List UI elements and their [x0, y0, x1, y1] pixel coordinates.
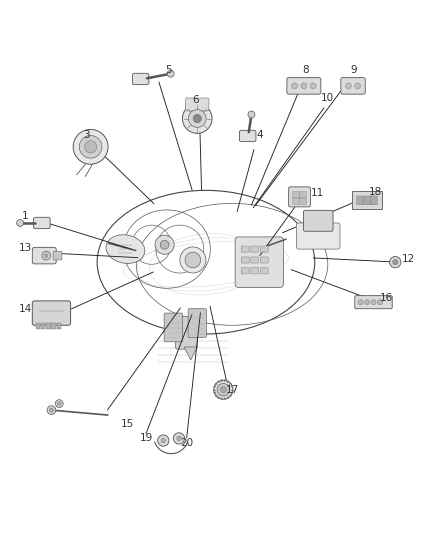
- Circle shape: [55, 400, 63, 408]
- Text: 6: 6: [192, 95, 198, 106]
- FancyBboxPatch shape: [164, 313, 183, 342]
- Circle shape: [161, 439, 166, 443]
- Circle shape: [73, 130, 108, 164]
- Circle shape: [185, 252, 201, 268]
- Circle shape: [167, 70, 174, 77]
- Text: 8: 8: [303, 65, 309, 75]
- Circle shape: [248, 111, 255, 118]
- FancyBboxPatch shape: [188, 309, 206, 337]
- Circle shape: [57, 402, 61, 406]
- Text: 13: 13: [19, 244, 32, 254]
- FancyBboxPatch shape: [260, 246, 268, 252]
- Circle shape: [355, 83, 360, 89]
- FancyBboxPatch shape: [41, 322, 46, 329]
- FancyBboxPatch shape: [32, 301, 71, 325]
- Circle shape: [183, 104, 212, 133]
- Text: 9: 9: [350, 65, 357, 75]
- Circle shape: [188, 110, 206, 127]
- Text: 14: 14: [19, 304, 32, 314]
- Text: 16: 16: [380, 294, 393, 303]
- FancyBboxPatch shape: [186, 98, 209, 111]
- FancyBboxPatch shape: [352, 191, 382, 209]
- Circle shape: [173, 433, 185, 444]
- Circle shape: [358, 300, 363, 305]
- Text: 5: 5: [166, 65, 172, 75]
- FancyBboxPatch shape: [293, 198, 300, 204]
- FancyBboxPatch shape: [241, 257, 249, 263]
- Text: 20: 20: [180, 438, 194, 448]
- Circle shape: [220, 387, 226, 392]
- Text: 10: 10: [320, 93, 333, 103]
- FancyBboxPatch shape: [355, 296, 392, 309]
- FancyBboxPatch shape: [46, 322, 50, 329]
- Circle shape: [371, 300, 376, 305]
- FancyBboxPatch shape: [251, 257, 258, 263]
- Circle shape: [47, 406, 56, 415]
- Circle shape: [42, 251, 50, 260]
- FancyBboxPatch shape: [297, 223, 340, 249]
- Circle shape: [17, 220, 24, 227]
- Circle shape: [45, 254, 48, 257]
- Circle shape: [158, 435, 169, 446]
- FancyBboxPatch shape: [364, 196, 371, 205]
- Circle shape: [193, 115, 201, 123]
- FancyBboxPatch shape: [370, 196, 377, 205]
- Circle shape: [378, 300, 383, 305]
- FancyBboxPatch shape: [32, 247, 56, 264]
- FancyBboxPatch shape: [293, 192, 300, 198]
- Circle shape: [217, 383, 230, 396]
- Circle shape: [393, 260, 398, 265]
- FancyBboxPatch shape: [304, 211, 333, 231]
- FancyBboxPatch shape: [289, 187, 311, 207]
- Circle shape: [364, 300, 370, 305]
- Text: 18: 18: [369, 187, 382, 197]
- Circle shape: [346, 83, 351, 89]
- Text: 4: 4: [256, 130, 263, 140]
- FancyBboxPatch shape: [251, 246, 258, 252]
- Circle shape: [49, 408, 53, 412]
- FancyBboxPatch shape: [241, 246, 249, 252]
- Circle shape: [292, 83, 297, 89]
- Text: 19: 19: [140, 433, 153, 443]
- FancyArrowPatch shape: [109, 243, 136, 251]
- Circle shape: [390, 256, 401, 268]
- FancyBboxPatch shape: [260, 268, 268, 274]
- FancyBboxPatch shape: [36, 322, 40, 329]
- FancyBboxPatch shape: [240, 130, 256, 142]
- Polygon shape: [184, 347, 197, 360]
- Ellipse shape: [106, 235, 145, 263]
- FancyBboxPatch shape: [51, 322, 56, 329]
- Text: 17: 17: [226, 385, 239, 395]
- FancyBboxPatch shape: [357, 196, 364, 205]
- Text: 1: 1: [22, 211, 28, 221]
- FancyBboxPatch shape: [287, 78, 321, 94]
- Circle shape: [155, 235, 174, 254]
- Circle shape: [214, 380, 233, 399]
- Circle shape: [160, 240, 169, 249]
- FancyBboxPatch shape: [241, 268, 249, 274]
- FancyBboxPatch shape: [300, 198, 307, 204]
- FancyBboxPatch shape: [53, 251, 62, 260]
- Text: 11: 11: [311, 188, 324, 198]
- FancyBboxPatch shape: [341, 78, 365, 94]
- Text: 15: 15: [121, 419, 134, 429]
- FancyBboxPatch shape: [57, 322, 61, 329]
- FancyBboxPatch shape: [235, 237, 283, 287]
- FancyBboxPatch shape: [132, 74, 149, 85]
- FancyArrowPatch shape: [267, 239, 286, 246]
- Circle shape: [310, 83, 316, 89]
- Text: 3: 3: [83, 130, 89, 140]
- FancyBboxPatch shape: [260, 257, 268, 263]
- Circle shape: [180, 247, 206, 273]
- Circle shape: [85, 141, 97, 153]
- FancyBboxPatch shape: [176, 317, 197, 349]
- Text: 12: 12: [402, 254, 415, 264]
- Circle shape: [301, 83, 307, 89]
- Circle shape: [79, 135, 102, 158]
- FancyBboxPatch shape: [34, 217, 50, 229]
- FancyBboxPatch shape: [300, 192, 307, 198]
- Circle shape: [177, 436, 181, 441]
- FancyBboxPatch shape: [251, 268, 258, 274]
